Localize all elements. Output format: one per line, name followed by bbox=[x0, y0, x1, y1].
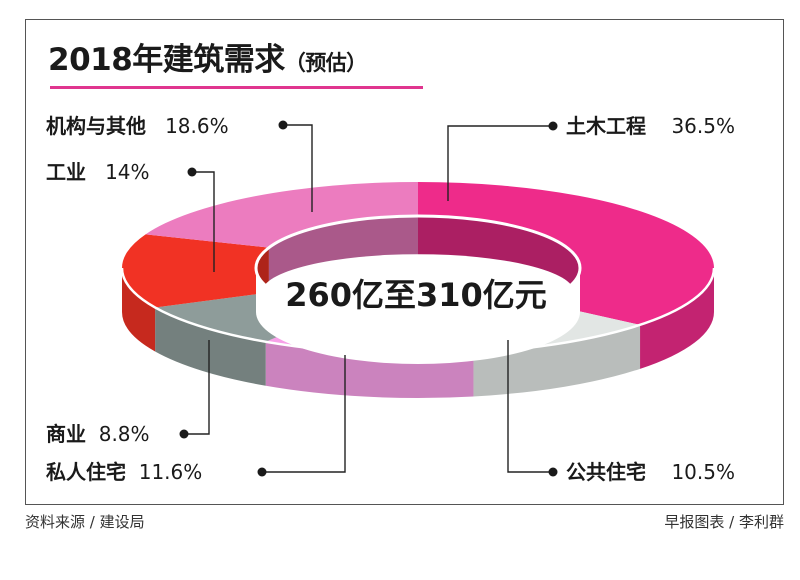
outer-wall bbox=[473, 324, 641, 397]
label-industrial: 工业 14% bbox=[46, 160, 150, 184]
outer-wall bbox=[155, 307, 266, 386]
center-label: 260亿至310亿元 bbox=[285, 276, 547, 314]
label-institutional: 机构与其他 18.6% bbox=[46, 114, 229, 138]
slice-土木工程 bbox=[418, 182, 715, 325]
source-note: 资料来源 / 建设局 bbox=[25, 513, 145, 531]
label-civil: 土木工程 36.5% bbox=[566, 114, 735, 138]
label-private-housing: 私人住宅 11.6% bbox=[46, 460, 203, 484]
leader-lines bbox=[179, 120, 558, 477]
chart-title: 2018年建筑需求（预估） bbox=[48, 34, 367, 79]
label-public-housing: 公共住宅 10.5% bbox=[566, 460, 735, 484]
donut-graphic: 260亿至310亿元 bbox=[120, 182, 716, 398]
outer-wall bbox=[640, 268, 714, 369]
label-commercial: 商业 8.8% bbox=[46, 422, 150, 446]
title-main: 2018年建筑需求 bbox=[48, 42, 285, 78]
credit-note: 早报图表 / 李利群 bbox=[664, 513, 784, 531]
title-underline bbox=[50, 86, 423, 89]
title-subtitle: （预估） bbox=[284, 51, 368, 75]
slice-工业 bbox=[121, 234, 275, 308]
